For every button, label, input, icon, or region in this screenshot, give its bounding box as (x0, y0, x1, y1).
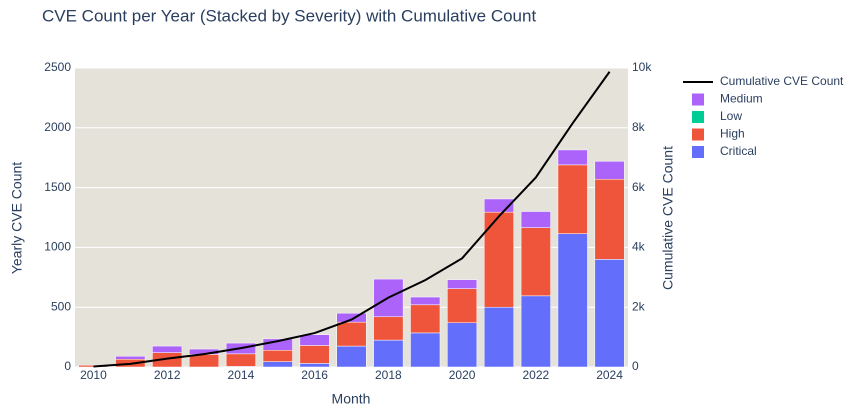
legend-item: Low (692, 109, 742, 123)
legend-item: Critical (692, 144, 757, 158)
y2-tick-label: 4k (632, 240, 646, 254)
bar (410, 304, 441, 334)
x-tick-label: 2018 (375, 368, 402, 382)
legend-swatch (692, 93, 704, 106)
y2-tick-label: 10k (632, 60, 652, 74)
bar (336, 345, 367, 368)
bar (520, 211, 551, 228)
bar (410, 332, 441, 368)
legend-label: Cumulative CVE Count (720, 74, 844, 88)
bar (152, 345, 183, 353)
bar (557, 164, 588, 234)
bar (299, 363, 330, 368)
bar (594, 178, 625, 260)
bar (373, 316, 404, 341)
x-tick-label: 2010 (80, 368, 107, 382)
x-tick-label: 2022 (522, 368, 549, 382)
y-tick-label: 2000 (44, 120, 71, 134)
legend-item: Medium (692, 92, 763, 106)
y2-tick-label: 2k (632, 299, 646, 313)
y-axis-title: Yearly CVE Count (9, 162, 25, 274)
bar (594, 161, 625, 180)
y2-tick-label: 8k (632, 120, 646, 134)
bar (225, 353, 256, 367)
legend-label: Critical (720, 144, 757, 158)
x-tick-label: 2012 (154, 368, 181, 382)
bar (336, 312, 367, 323)
x-tick-label: 2016 (301, 368, 328, 382)
bar (483, 211, 514, 308)
y2-tick-label: 0 (632, 359, 639, 373)
bar (299, 345, 330, 364)
bar (262, 361, 293, 368)
legend-swatch (692, 146, 704, 158)
legend-item: High (692, 127, 745, 141)
bar (483, 306, 514, 368)
y-tick-label: 1000 (44, 240, 71, 254)
y2-tick-label: 6k (632, 180, 646, 194)
bar (520, 227, 551, 297)
legend-label: Low (720, 109, 742, 123)
chart-title: CVE Count per Year (Stacked by Severity)… (42, 6, 536, 25)
legend-label: Medium (720, 92, 763, 106)
bar (410, 296, 441, 306)
legend-swatch (692, 111, 704, 123)
legend-swatch (692, 128, 704, 141)
x-tick-label: 2024 (596, 368, 623, 382)
cumulative-line (93, 71, 611, 368)
x-axis-title: Month (332, 391, 371, 407)
y2-axis-title: Cumulative CVE Count (660, 146, 676, 290)
bar (447, 288, 478, 323)
bar (373, 339, 404, 368)
bar (557, 149, 588, 166)
y-tick-label: 500 (51, 299, 71, 313)
y-tick-label: 2500 (44, 60, 71, 74)
bar (262, 350, 293, 362)
y-tick-label: 0 (64, 359, 71, 373)
bar (115, 355, 146, 360)
bar (299, 334, 330, 346)
legend-item: Cumulative CVE Count (683, 74, 844, 88)
legend-label: High (720, 127, 745, 141)
bar (447, 322, 478, 368)
bar (520, 295, 551, 368)
bar (447, 279, 478, 289)
y-tick-label: 1500 (44, 180, 71, 194)
bar (336, 321, 367, 347)
bar (594, 259, 625, 368)
x-tick-label: 2014 (228, 368, 255, 382)
x-tick-label: 2020 (449, 368, 476, 382)
bar (557, 233, 588, 368)
